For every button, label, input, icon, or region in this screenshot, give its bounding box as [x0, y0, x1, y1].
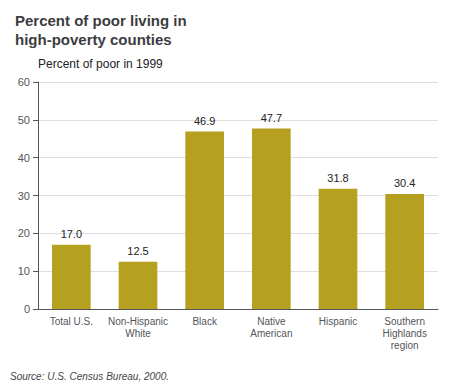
svg-text:17.0: 17.0: [61, 228, 82, 240]
svg-text:Highlands: Highlands: [382, 328, 426, 339]
svg-text:10: 10: [18, 265, 30, 277]
svg-text:Source: U.S. Census Bureau, 20: Source: U.S. Census Bureau, 2000.: [10, 371, 169, 382]
svg-text:high-poverty counties: high-poverty counties: [15, 31, 172, 48]
svg-text:40: 40: [18, 152, 30, 164]
svg-text:12.5: 12.5: [127, 245, 148, 257]
svg-text:50: 50: [18, 114, 30, 126]
svg-text:60: 60: [18, 76, 30, 88]
svg-text:region: region: [391, 340, 419, 351]
svg-text:Total U.S.: Total U.S.: [50, 316, 93, 327]
svg-text:0: 0: [24, 303, 30, 315]
svg-text:30: 30: [18, 190, 30, 202]
svg-text:White: White: [125, 328, 151, 339]
svg-text:Native: Native: [257, 316, 286, 327]
svg-text:47.7: 47.7: [261, 112, 282, 124]
svg-text:Non-Hispanic: Non-Hispanic: [108, 316, 168, 327]
svg-text:20: 20: [18, 227, 30, 239]
svg-text:46.9: 46.9: [194, 115, 215, 127]
svg-text:Black: Black: [192, 316, 217, 327]
svg-text:Hispanic: Hispanic: [319, 316, 357, 327]
svg-text:30.4: 30.4: [394, 177, 415, 189]
svg-text:31.8: 31.8: [327, 172, 348, 184]
svg-text:Percent of poor living in: Percent of poor living in: [15, 12, 187, 29]
svg-text:Southern: Southern: [384, 316, 425, 327]
svg-text:Percent of poor in 1999: Percent of poor in 1999: [38, 57, 163, 71]
svg-text:American: American: [250, 328, 292, 339]
